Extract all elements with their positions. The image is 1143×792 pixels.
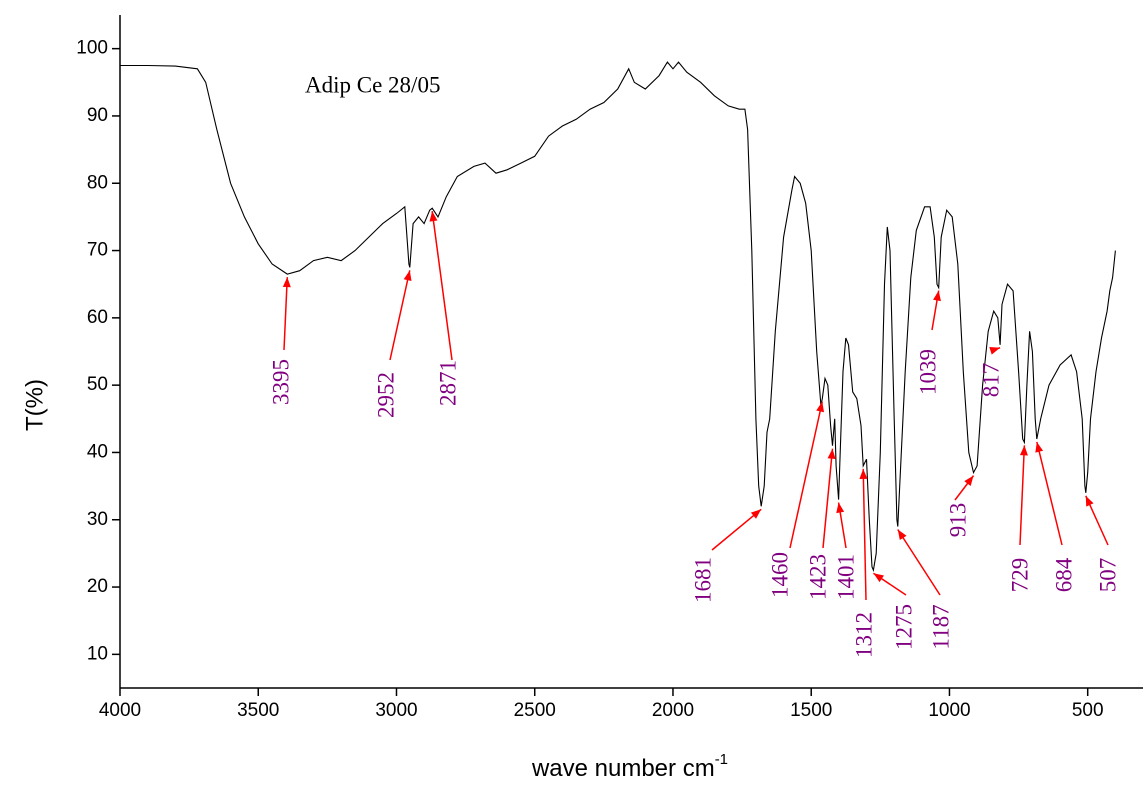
- peak-arrow-head: [403, 270, 412, 282]
- peak-label: 1312: [851, 612, 876, 658]
- peak-arrow-head: [873, 573, 884, 583]
- x-axis-label-sup: -1: [715, 751, 728, 768]
- peak-arrow-head: [836, 502, 845, 514]
- peak-label: 1187: [928, 604, 953, 649]
- y-tick-label: 10: [87, 643, 108, 664]
- x-tick-label: 1000: [928, 700, 970, 721]
- peak-arrow-head: [989, 346, 1001, 355]
- peak-arrow: [711, 508, 762, 551]
- peak-arrow: [822, 448, 834, 549]
- peak-arrow: [789, 401, 824, 549]
- peak-arrow-head: [750, 509, 762, 519]
- y-tick-label: 40: [87, 441, 108, 462]
- x-tick-label: 3500: [237, 700, 279, 721]
- peak-arrow-head: [816, 401, 825, 413]
- y-tick-label: 80: [87, 172, 108, 193]
- peak-arrow-head: [897, 529, 907, 541]
- peak-arrow: [389, 270, 411, 361]
- peak-label: 729: [1007, 558, 1032, 593]
- x-axis-label: wave number cm-1: [531, 751, 728, 782]
- y-tick-label: 60: [87, 307, 108, 328]
- peak-arrow: [897, 529, 941, 596]
- peak-arrow: [1019, 445, 1026, 546]
- x-tick-label: 500: [1072, 700, 1104, 721]
- y-tick-label: 70: [87, 240, 108, 261]
- x-tick-label: 4000: [99, 700, 141, 721]
- x-tick-label: 2000: [652, 700, 694, 721]
- x-tick-label: 3000: [375, 700, 417, 721]
- peak-label: 2952: [373, 372, 398, 418]
- peak-label: 1681: [690, 557, 715, 603]
- peak-arrow-head: [859, 468, 868, 479]
- peak-label: 817: [978, 363, 1003, 398]
- peak-label: 913: [945, 503, 970, 538]
- peak-label: 2871: [435, 360, 460, 406]
- peak-label: 1039: [915, 349, 940, 395]
- y-tick-label: 30: [87, 509, 108, 530]
- peak-label: 1275: [891, 604, 916, 650]
- peak-arrow: [1036, 441, 1063, 546]
- x-axis-label-text: wave number cm: [531, 755, 715, 782]
- x-tick-label: 2500: [514, 700, 556, 721]
- peak-label: 1460: [767, 552, 792, 598]
- peak-arrow-head: [1035, 441, 1044, 453]
- peak-arrow: [862, 468, 867, 601]
- peak-label: 1401: [833, 554, 858, 600]
- peak-label: 684: [1051, 557, 1076, 592]
- peak-arrow: [431, 211, 453, 361]
- peak-arrow-head: [1085, 495, 1094, 507]
- peak-arrow-head: [1019, 445, 1028, 456]
- peak-arrow-head: [429, 211, 438, 222]
- chart-title: Adip Ce 28/05: [305, 72, 440, 97]
- y-tick-label: 20: [87, 576, 108, 597]
- peak-label: 1423: [805, 554, 830, 600]
- peak-arrow-head: [282, 277, 291, 288]
- y-axis-label: T(%): [21, 379, 48, 431]
- y-tick-label: 90: [87, 105, 108, 126]
- spectrum-line: [120, 61, 1116, 573]
- peak-arrow-head: [827, 448, 836, 460]
- x-tick-label: 1500: [790, 700, 832, 721]
- peak-label: 507: [1095, 558, 1120, 593]
- peak-arrow-head: [964, 475, 974, 487]
- peak-arrow: [283, 277, 289, 351]
- y-tick-label: 50: [87, 374, 108, 395]
- peak-label: 3395: [268, 359, 293, 405]
- peak-arrow-head: [933, 290, 941, 302]
- y-tick-label: 100: [76, 38, 108, 59]
